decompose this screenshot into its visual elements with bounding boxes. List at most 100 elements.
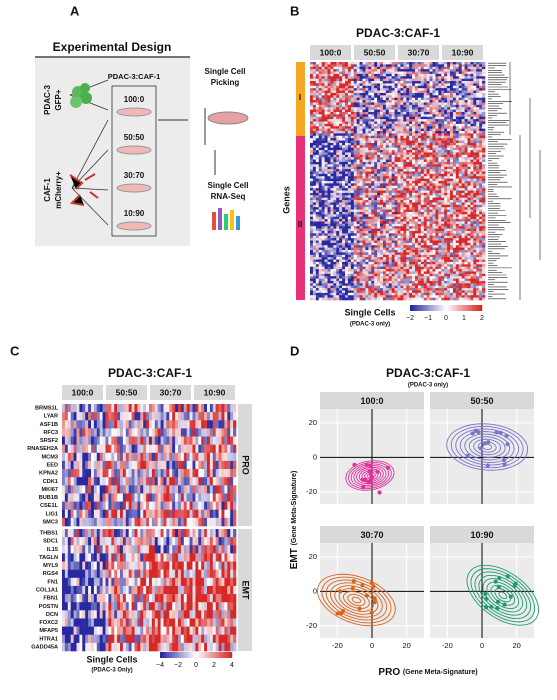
heat-cell [420,119,425,122]
heat-cell [353,116,357,120]
heat-cell [315,192,320,196]
heat-cell [420,171,425,175]
heat-cell [371,95,375,98]
heat-cell [438,250,442,253]
heat-cell [476,226,480,229]
heat-cell [394,173,398,177]
heat-cell [310,211,314,215]
heat-cell [429,235,433,239]
heat-cell [429,126,433,129]
heat-cell [310,228,314,232]
heat-cell [394,121,398,125]
heat-cell [400,71,404,75]
heat-cell [345,171,349,175]
heat-cell [321,111,325,115]
heat-cell [336,209,340,213]
heat-cell [435,235,439,239]
heat-cell [359,135,363,139]
heat-cell [397,185,401,189]
heat-cell [347,202,352,206]
heat-cell [403,183,407,187]
heat-cell [380,192,384,196]
heat-cell [391,252,395,256]
heat-cell [420,157,425,160]
heat-cell [382,152,387,156]
heat-cell [400,202,404,206]
heat-cell [391,138,395,141]
heat-cell [388,211,392,215]
heat-cell [444,207,448,210]
heat-cell [467,90,471,94]
heat-cell [444,92,448,96]
heat-cell [365,138,369,141]
heat-cell [479,173,483,177]
heat-cell [415,228,419,232]
heat-cell [350,209,355,213]
heat-cell [391,107,395,110]
heat-cell [312,216,317,220]
heat-cell [324,152,328,156]
heat-cell [333,169,337,172]
heat-cell [353,204,357,208]
heat-cell [388,176,392,179]
heat-cell [417,83,422,87]
heat-cell [380,140,384,144]
heat-cell [441,173,445,177]
heat-cell [470,207,474,210]
heat-cell [452,242,457,246]
heat-cell [441,202,445,206]
heat-cell [336,114,340,118]
heat-cell [455,200,460,203]
heat-cell [403,104,407,108]
heat-cell [356,164,360,168]
heat-cell [450,171,454,175]
heat-cell [435,123,439,127]
heat-cell [417,204,422,208]
heat-cell [438,252,442,256]
heat-cell [327,211,331,215]
heat-cell [394,195,398,198]
heat-cell [435,131,439,134]
heat-cell [310,171,314,175]
heat-cell [377,85,381,89]
heat-cell [374,252,378,256]
heat-cell [415,164,419,168]
heat-cell [382,154,387,158]
heat-cell [432,219,436,222]
heat-cell [482,178,486,182]
heat-cell [382,114,387,118]
heat-cell [420,126,425,129]
heat-cell [377,104,381,108]
heat-cell [368,188,372,191]
heat-cell [400,126,404,129]
heat-cell [406,185,410,189]
heat-cell [397,223,401,227]
heat-cell [382,64,387,68]
heat-cell [318,202,322,206]
heat-cell [310,238,314,241]
heat-cell [417,202,422,206]
heat-cell [455,242,460,246]
heat-cell [374,209,378,213]
heat-cell [438,123,442,127]
heat-cell [385,69,390,72]
heat-cell [380,154,384,158]
heat-cell [441,104,445,108]
heat-cell [365,233,369,237]
heat-cell [315,102,320,106]
heat-cell [444,171,448,175]
heat-cell [406,250,410,253]
heat-cell [420,228,425,232]
heat-cell [447,161,451,165]
heat-cell [365,159,369,163]
heat-cell [321,216,325,220]
heat-cell [458,211,462,215]
heat-cell [400,200,404,203]
heat-cell [368,190,372,194]
heat-cell [461,69,465,72]
heat-cell [406,76,410,79]
heat-cell [435,219,439,222]
heat-cell [482,230,486,234]
heat-cell [429,200,433,203]
heat-cell [406,192,410,196]
